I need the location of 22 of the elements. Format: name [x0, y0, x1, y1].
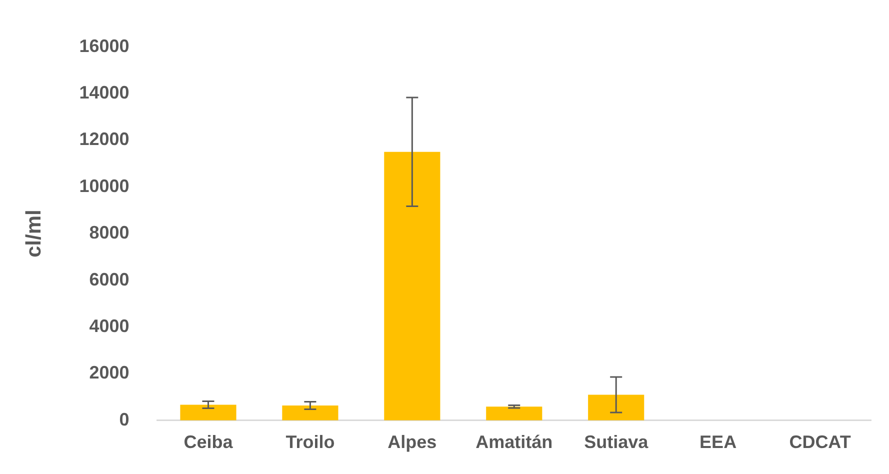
x-tick-label: Alpes	[388, 432, 437, 452]
y-tick-label: 10000	[79, 176, 130, 196]
y-tick-label: 4000	[89, 316, 130, 336]
x-tick-label: Sutiava	[584, 432, 650, 452]
y-tick-label: 0	[119, 409, 130, 430]
x-tick-label: CDCAT	[789, 432, 851, 452]
x-tick-label: EEA	[700, 432, 737, 452]
x-tick-label: Amatitán	[476, 432, 553, 452]
y-tick-label: 14000	[79, 82, 130, 102]
x-tick-label: Ceiba	[184, 432, 234, 452]
x-tick-label: Troilo	[286, 432, 335, 452]
bar	[486, 406, 542, 420]
y-tick-label: 6000	[89, 269, 130, 290]
y-tick-label: 8000	[89, 222, 130, 243]
bar	[180, 404, 236, 420]
y-tick-label: 12000	[79, 129, 130, 150]
y-tick-label: 16000	[79, 36, 130, 56]
bar	[384, 152, 440, 420]
bar	[588, 394, 644, 420]
bar	[282, 405, 338, 420]
y-tick-label: 2000	[89, 362, 130, 383]
y-axis-title: cl/ml	[22, 210, 46, 258]
